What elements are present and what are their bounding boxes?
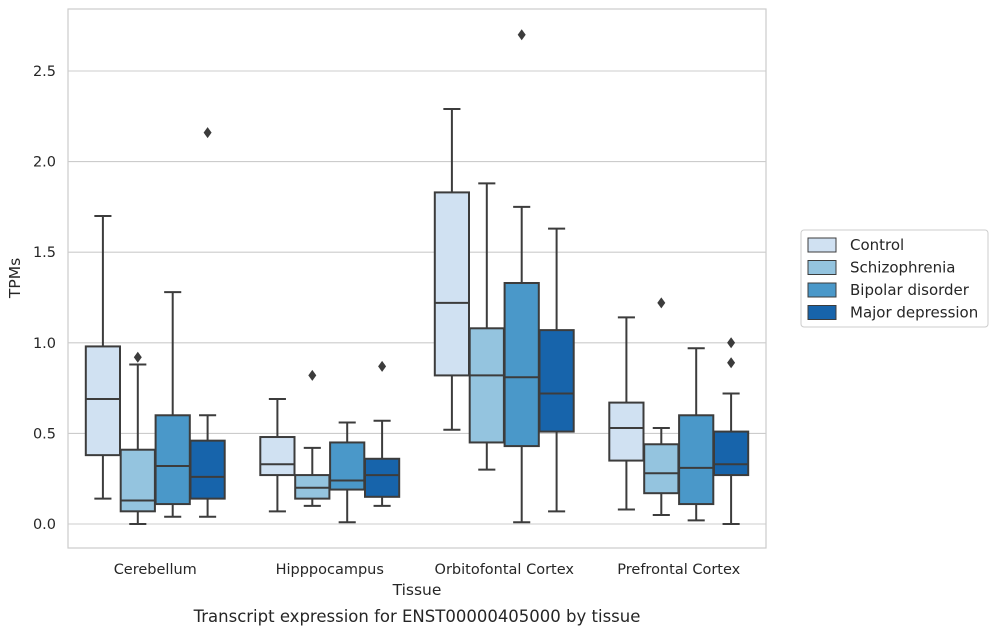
outlier-point bbox=[203, 127, 212, 139]
box-iqr bbox=[363, 457, 401, 498]
box-iqr bbox=[643, 443, 680, 495]
y-tick-label: 2.0 bbox=[33, 155, 56, 171]
series-control bbox=[84, 108, 645, 513]
series-bipolar-disorder bbox=[154, 29, 715, 524]
outlier-point bbox=[308, 369, 317, 381]
box-plot bbox=[712, 337, 750, 525]
legend-label: Bipolar disorder bbox=[850, 281, 970, 299]
outlier-point bbox=[517, 29, 526, 41]
box-iqr bbox=[538, 329, 575, 433]
box-plot bbox=[678, 347, 715, 522]
plot-area-frame bbox=[67, 8, 767, 549]
legend-swatch bbox=[807, 282, 837, 298]
box-iqr bbox=[84, 345, 122, 457]
box-plot bbox=[119, 351, 156, 525]
box-plot bbox=[189, 127, 226, 518]
box-iqr bbox=[154, 414, 191, 506]
box-iqr bbox=[503, 282, 540, 448]
box-plot bbox=[363, 360, 401, 507]
box-iqr bbox=[678, 414, 715, 506]
box-plot bbox=[643, 297, 680, 516]
legend-swatch bbox=[807, 237, 837, 253]
series-schizophrenia bbox=[119, 182, 680, 525]
y-tick-label: 1.0 bbox=[33, 336, 56, 352]
box-series-group bbox=[84, 29, 750, 525]
box-plot bbox=[329, 421, 366, 524]
box-plot bbox=[294, 369, 331, 507]
chart-caption: Transcript expression for ENST0000040500… bbox=[193, 607, 641, 626]
legend: Control Schizophrenia Bipolar disorder Majo… bbox=[800, 229, 989, 328]
box-iqr bbox=[119, 448, 156, 513]
box-plot bbox=[154, 291, 191, 518]
outlier-point bbox=[378, 360, 387, 372]
box-plot bbox=[259, 397, 296, 513]
y-tick-label: 0.5 bbox=[33, 426, 56, 442]
legend-label: Major depression bbox=[850, 304, 978, 322]
box-plot bbox=[503, 29, 540, 524]
box-iqr bbox=[189, 439, 226, 500]
outlier-point bbox=[657, 297, 666, 309]
legend-label: Schizophrenia bbox=[850, 259, 955, 277]
y-axis-ticks: 0.0 0.5 1.0 1.5 2.0 2.5 bbox=[33, 64, 56, 533]
y-axis-label: TPMs bbox=[6, 258, 24, 299]
legend-swatch bbox=[807, 260, 837, 275]
y-tick-label: 2.5 bbox=[33, 64, 56, 80]
legend-label: Control bbox=[850, 236, 904, 254]
x-tick-label: Cerebellum bbox=[114, 562, 197, 578]
series-major-depression bbox=[189, 127, 750, 525]
x-axis-label: Tissue bbox=[392, 581, 442, 599]
x-tick-label: Prefrontal Cortex bbox=[617, 562, 740, 578]
legend-swatch bbox=[807, 305, 837, 320]
box-iqr bbox=[259, 436, 296, 477]
box-plot bbox=[608, 316, 645, 511]
box-iqr bbox=[712, 430, 750, 477]
box-iqr bbox=[468, 327, 505, 444]
x-tick-label: Hipppocampus bbox=[276, 562, 384, 578]
x-axis-ticks: Cerebellum Hipppocampus Orbitofontal Corte… bbox=[114, 562, 741, 578]
box-plot bbox=[433, 108, 471, 431]
outlier-point bbox=[727, 337, 736, 349]
box-plot bbox=[468, 182, 505, 471]
box-plot bbox=[84, 214, 122, 500]
y-tick-label: 1.5 bbox=[33, 245, 56, 261]
legend-frame bbox=[800, 229, 989, 328]
box-iqr bbox=[433, 191, 471, 377]
y-tick-label: 0.0 bbox=[33, 517, 56, 533]
outlier-point bbox=[133, 351, 142, 363]
box-plot bbox=[538, 227, 575, 513]
x-tick-label: Orbitofontal Cortex bbox=[435, 562, 575, 578]
outlier-point bbox=[727, 357, 736, 369]
box-iqr bbox=[329, 441, 366, 491]
box-iqr bbox=[608, 401, 645, 462]
